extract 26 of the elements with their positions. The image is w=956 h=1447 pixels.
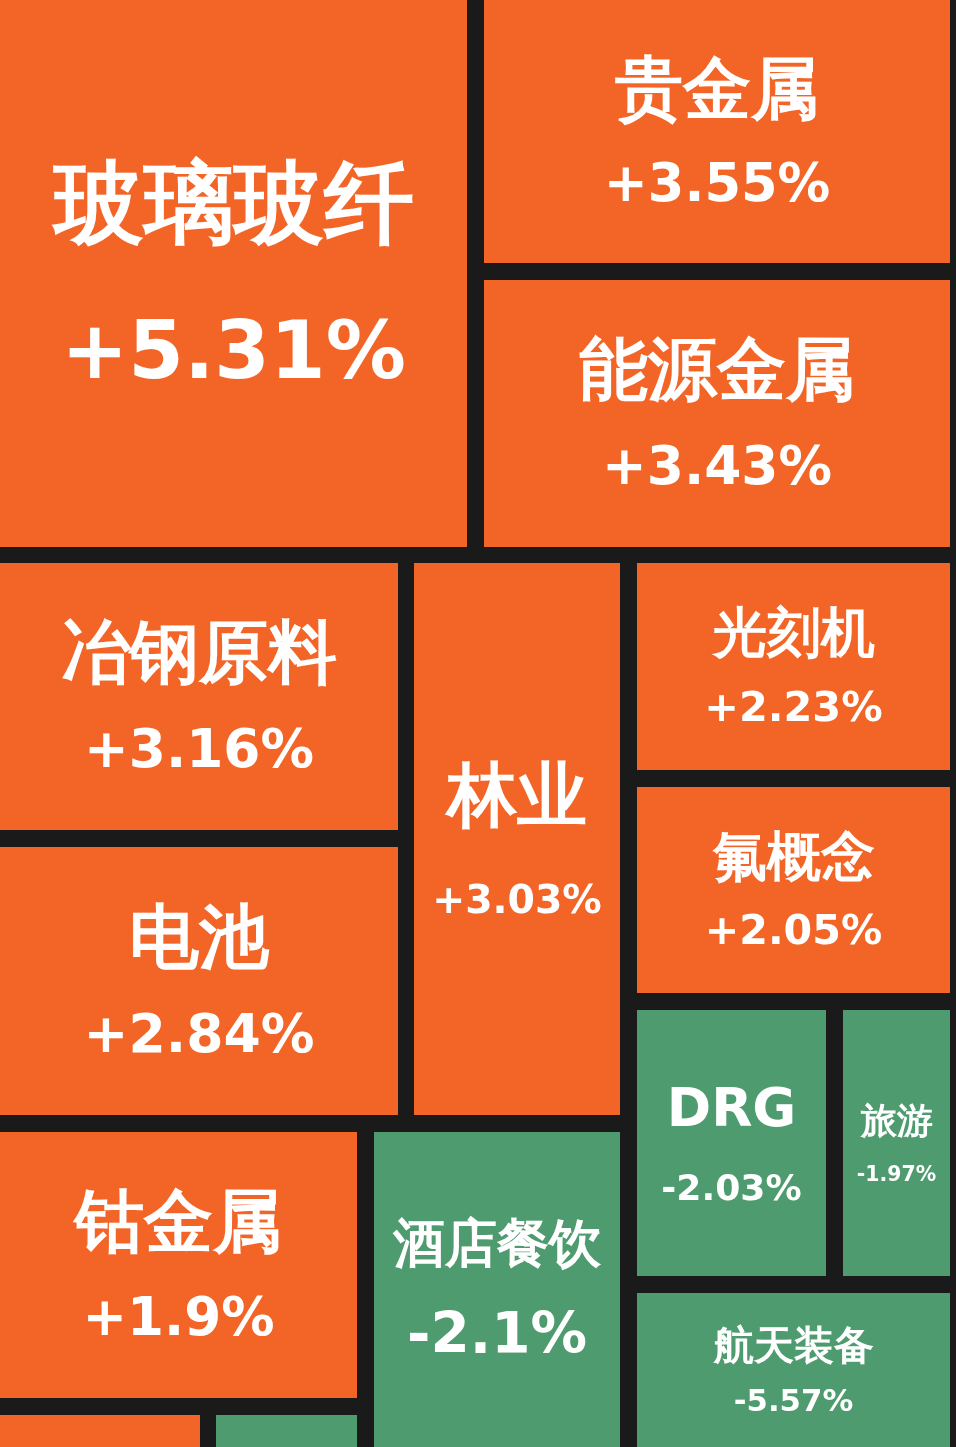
data-label: -1.97% (856, 1161, 937, 1186)
category-label: 林业 (444, 753, 587, 836)
category-label: 航天装备 (712, 1321, 874, 1368)
data-label: +3.43% (602, 434, 832, 498)
category-label: 酒店餐饮 (392, 1212, 602, 1274)
category-label: 能源金属 (579, 329, 855, 410)
data-label: +2.05% (704, 906, 883, 955)
category-label: 电池 (129, 896, 270, 978)
data-label: +1.9% (82, 1285, 275, 1348)
category-label: DRG (666, 1076, 797, 1140)
category-label: 冶钢原料 (61, 612, 337, 693)
data-label: -5.57% (733, 1382, 854, 1419)
data-label: +5.31% (61, 303, 406, 397)
data-label: +3.16% (84, 717, 314, 781)
category-label: 氟概念 (711, 824, 875, 888)
category-label: 旅游 (859, 1098, 933, 1142)
data-label: +3.55% (603, 152, 831, 214)
category-label: 光刻机 (710, 600, 875, 664)
data-label: +3.03% (432, 875, 602, 922)
data-label: -2.1% (407, 1301, 587, 1367)
category-label: 贵金属 (615, 48, 819, 128)
data-label: +2.84% (83, 1001, 315, 1065)
category-label: 钴金属 (72, 1181, 282, 1262)
data-label: -2.03% (661, 1165, 802, 1209)
category-label: 玻璃玻纤 (50, 149, 414, 255)
data-label: +2.23% (704, 682, 883, 731)
